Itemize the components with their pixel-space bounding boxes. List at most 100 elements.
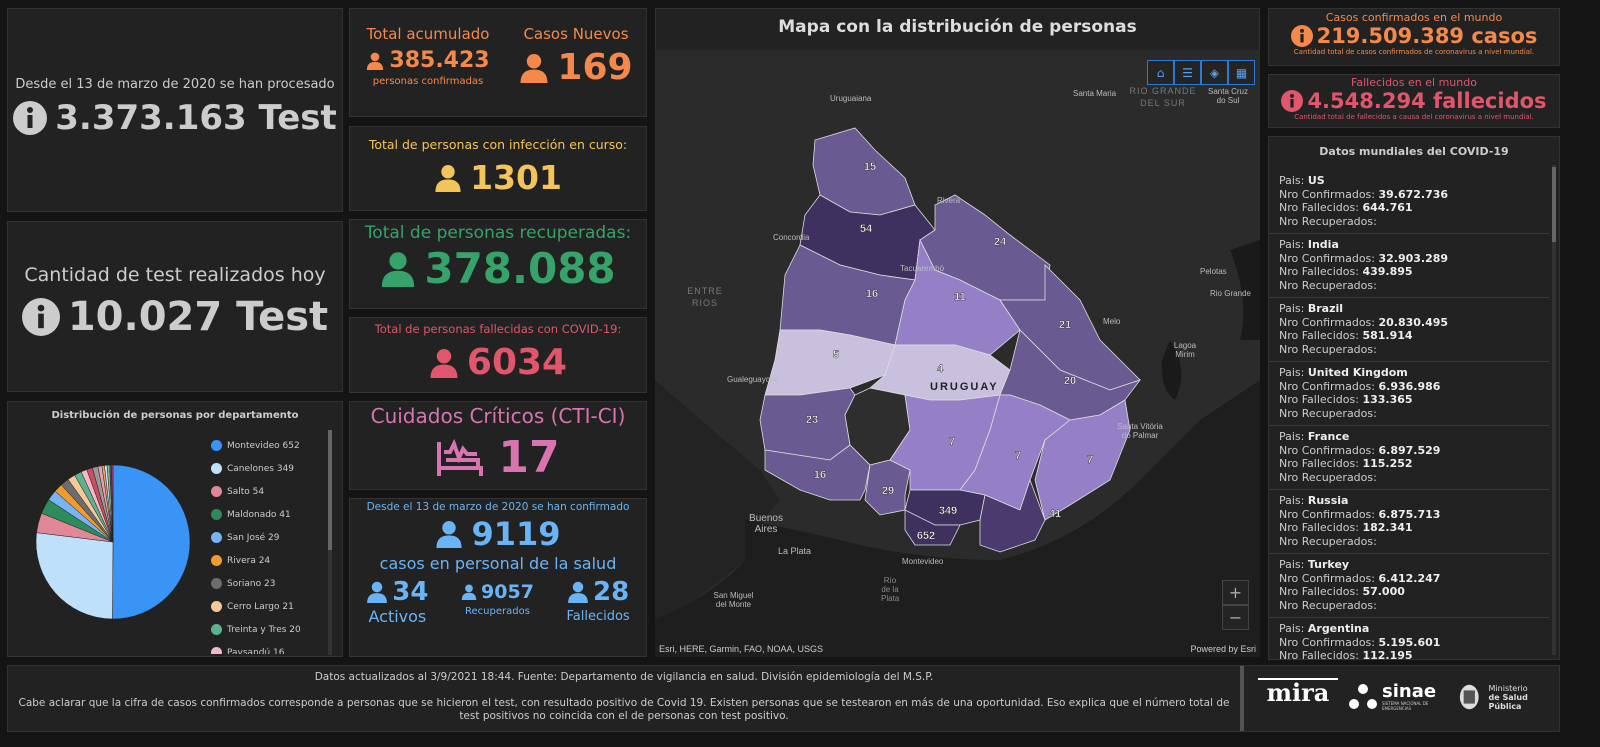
home-button[interactable]: ⌂: [1147, 60, 1174, 85]
department-value-label: 7: [1087, 454, 1093, 466]
country-item[interactable]: Pais: Argentina Nro Confirmados: 5.195.60…: [1269, 618, 1549, 659]
department-value-label: 349: [939, 505, 957, 517]
legend-item[interactable]: Montevideo 652: [211, 434, 331, 457]
country-item[interactable]: Pais: Brazil Nro Confirmados: 20.830.495 N…: [1269, 298, 1549, 362]
fallecidas-label: Total de personas fallecidas con COVID-1…: [374, 322, 622, 336]
place-label: Buenos Aires: [749, 513, 783, 535]
footer-update-text: Datos actualizados al 3/9/2021 18:44. Fu…: [314, 671, 934, 683]
fallecidas-panel: Total de personas fallecidas con COVID-1…: [349, 317, 647, 393]
legend-label: San José 29: [227, 532, 280, 543]
department-area[interactable]: [1034, 399, 1131, 521]
legend-item[interactable]: Maldonado 41: [211, 503, 331, 526]
place-label: Uruguaiana: [830, 94, 872, 103]
legend-label: Salto 54: [227, 486, 265, 497]
mira-logo: mira: [1258, 678, 1338, 706]
layers-button[interactable]: ◈: [1201, 60, 1228, 85]
legend-item[interactable]: San José 29: [211, 526, 331, 549]
country-conf: Nro Confirmados: 32.903.289: [1279, 251, 1449, 265]
legend-label: Rivera 24: [227, 555, 271, 566]
legend-item[interactable]: Rivera 24: [211, 549, 331, 572]
country-recuperados: Nro Recuperados:: [1279, 598, 1377, 612]
pie-chart-title: Distribución de personas por departament…: [51, 410, 299, 421]
country-item[interactable]: Pais: US Nro Confirmados: 39.672.736 Nro F…: [1269, 170, 1549, 234]
department-value-label: 5: [833, 349, 839, 361]
country-item[interactable]: Pais: France Nro Confirmados: 6.897.529 Nr…: [1269, 426, 1549, 490]
legend-label: Maldonado 41: [227, 509, 291, 520]
info-icon: [1290, 25, 1313, 47]
place-label: RIO GRANDE DEL SUR: [1129, 86, 1197, 108]
department-area[interactable]: [904, 509, 961, 546]
tests-total-panel: Desde el 13 de marzo de 2020 se han proc…: [7, 8, 343, 212]
country-item[interactable]: Pais: Russia Nro Confirmados: 6.875.713 Nr…: [1269, 490, 1549, 554]
legend-swatch: [211, 578, 222, 589]
sinae-icon: [1349, 684, 1377, 709]
qr-code-button[interactable]: ▦: [1228, 60, 1255, 85]
en-curso-panel: Total de personas con infección en curso…: [349, 126, 647, 211]
legend-swatch: [211, 555, 222, 566]
department-area[interactable]: [979, 478, 1046, 553]
place-label: Santa Maria: [1073, 89, 1117, 98]
country-conf: Nro Confirmados: 6.897.529: [1279, 443, 1441, 457]
country-pais: Pais: US: [1279, 174, 1325, 187]
powered-by[interactable]: Powered by Esri: [1190, 644, 1256, 654]
legend-item[interactable]: Canelones 349: [211, 457, 331, 480]
country-fall: Nro Fallecidos: 115.252: [1279, 457, 1413, 470]
world-cases-sub: Cantidad total de casos confirmados de c…: [1293, 48, 1535, 56]
legend-swatch: [211, 624, 222, 635]
place-label: Gualeguaychú: [727, 375, 779, 384]
department-value-label: 16: [814, 469, 826, 481]
country-fall: Nro Fallecidos: 644.761: [1279, 201, 1413, 214]
legend-item[interactable]: Cerro Largo 21: [211, 595, 331, 618]
department-value-label: 23: [806, 414, 818, 426]
country-pais: Pais: United Kingdom: [1279, 366, 1408, 379]
legend-label: Montevideo 652: [227, 440, 300, 451]
cti-panel: Cuidados Críticos (CTI-CI) 17: [349, 401, 647, 490]
country-recuperados: Nro Recuperados:: [1279, 534, 1377, 548]
hospital-bed-icon: [437, 438, 484, 476]
pie-slice-montevideo[interactable]: [112, 464, 191, 620]
list-scrollbar[interactable]: [1552, 165, 1556, 655]
country-item[interactable]: Pais: Turkey Nro Confirmados: 6.412.247 Nr…: [1269, 554, 1549, 618]
country-pais: Pais: India: [1279, 238, 1339, 251]
country-item[interactable]: Pais: United Kingdom Nro Confirmados: 6.9…: [1269, 362, 1549, 426]
legend-item[interactable]: Soriano 23: [211, 572, 331, 595]
department-value-label: 41: [1049, 508, 1061, 520]
legend-item[interactable]: Salto 54: [211, 480, 331, 503]
place-label: Pelotas: [1200, 267, 1227, 276]
tests-total-label: Desde el 13 de marzo de 2020 se han proc…: [15, 77, 335, 92]
info-icon: [21, 298, 60, 336]
zoom-out-button[interactable]: −: [1222, 605, 1249, 630]
map-title: Mapa con la distribución de personas: [778, 17, 1137, 37]
country-conf: Nro Confirmados: 6.875.713: [1279, 507, 1441, 521]
pie-chart-panel: Distribución de personas por departament…: [7, 401, 343, 657]
department-area[interactable]: [764, 444, 871, 501]
pie-slice-canelones[interactable]: [35, 532, 114, 620]
person-icon: [435, 164, 461, 192]
zoom-in-button[interactable]: +: [1222, 580, 1249, 605]
attribution-text[interactable]: Esri, HERE, Garmin, FAO, NOAA, USGS: [659, 644, 824, 654]
department-value-label: 21: [1059, 319, 1071, 331]
legend-scrollbar[interactable]: [328, 430, 332, 655]
department-value-label: 11: [954, 291, 966, 303]
pie-slice-other[interactable]: [111, 464, 114, 543]
recuperadas-value: 378.088: [424, 244, 616, 293]
world-deaths-panel: Fallecidos en el mundo 4.548.294 falleci…: [1268, 74, 1560, 128]
legend-item[interactable]: Treinta y Tres 20: [211, 618, 331, 641]
country-item[interactable]: Pais: India Nro Confirmados: 32.903.289 Nr…: [1269, 234, 1549, 298]
country-fall: Nro Fallecidos: 57.000: [1279, 585, 1405, 598]
legend-item[interactable]: Paysandú 16: [211, 641, 331, 654]
sinae-logo: sinae SISTEMA NACIONAL DE EMERGENCIAS: [1348, 682, 1436, 712]
legend-list-button[interactable]: ☰: [1174, 60, 1201, 85]
salud-fallecidos-value: 28: [593, 577, 630, 607]
map-view[interactable]: 15 54 24 16 11 21 5 4 20 23 16 29 7 7 7 349 652 41 Urugua…: [655, 50, 1260, 657]
pie-chart: [35, 464, 191, 620]
country-conf: Nro Confirmados: 6.936.986: [1279, 379, 1441, 393]
country-fall: Nro Fallecidos: 133.365: [1279, 393, 1413, 406]
info-icon: [13, 101, 48, 135]
country-list[interactable]: Pais: US Nro Confirmados: 39.672.736 Nro F…: [1269, 170, 1549, 659]
legend-label: Paysandú 16: [227, 647, 285, 655]
department-area[interactable]: [764, 329, 896, 396]
place-label: Rivera: [937, 196, 961, 205]
msp-logo: Ministerio de Salud Pública: [1458, 682, 1559, 712]
